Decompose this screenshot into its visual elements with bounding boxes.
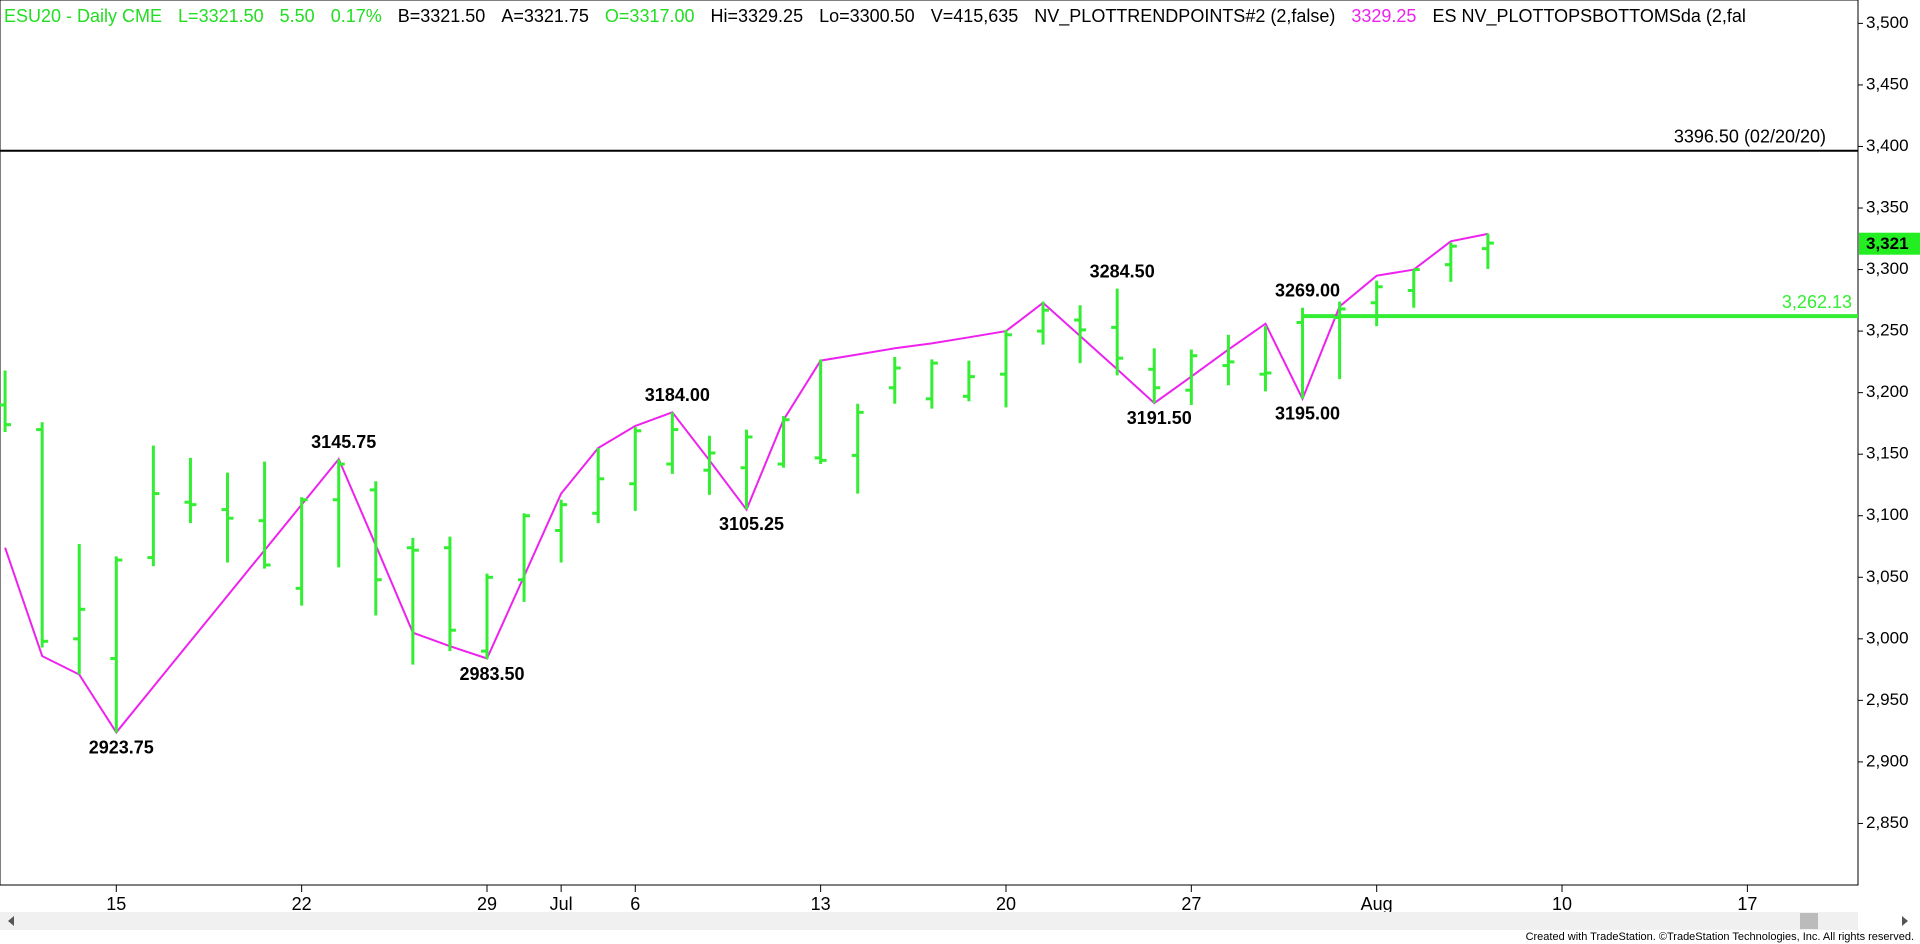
- y-tick-label: 3,350: [1866, 198, 1909, 217]
- x-tick-label: 15: [106, 894, 126, 914]
- y-tick-label: 2,850: [1866, 813, 1909, 832]
- pivot-label: 3269.00: [1275, 280, 1340, 300]
- x-tick-label: 17: [1737, 894, 1757, 914]
- pivot-label: 3191.50: [1127, 408, 1192, 428]
- header-item: Lo=3300.50: [819, 6, 915, 26]
- footer: Created with TradeStation. ©TradeStation…: [1526, 931, 1914, 943]
- plot: ESU20 - Daily CME L=3321.50 5.50 0.17% B=332…: [0, 6, 1858, 757]
- header-item: NV_PLOTTRENDPOINTS#2 (2,false): [1034, 6, 1335, 27]
- pivot-label: 3195.00: [1275, 404, 1340, 424]
- header-item: ESU20 - Daily CME: [4, 6, 162, 26]
- x-tick-label: 29: [477, 894, 497, 914]
- scroll-left[interactable]: [8, 916, 14, 926]
- header-item: A=3321.75: [501, 6, 589, 26]
- x-tick-label: 13: [811, 894, 831, 914]
- y-tick-label: 3,000: [1866, 628, 1909, 647]
- y-tick-label: 3,050: [1866, 567, 1909, 586]
- last-price-label: 3,321: [1866, 234, 1909, 253]
- pivot-label: 3105.25: [719, 514, 784, 534]
- pivot-label: 2983.50: [459, 664, 524, 684]
- y-tick-label: 3,450: [1866, 74, 1909, 93]
- x-tick-label: Aug: [1361, 894, 1393, 914]
- y-tick-label: 3,300: [1866, 259, 1909, 278]
- header-item: Hi=3329.25: [711, 6, 804, 26]
- plot-area: [0, 0, 1859, 886]
- scroll-thumb[interactable]: [1800, 913, 1818, 929]
- y-tick-label: 3,200: [1866, 382, 1909, 401]
- x-tick-label: 27: [1181, 894, 1201, 914]
- y-tick-label: 3,400: [1866, 136, 1909, 155]
- y-tick-label: 2,900: [1866, 751, 1909, 770]
- header: ESU20 - Daily CME L=3321.50 5.50 0.17% B=332…: [4, 6, 1746, 27]
- header-item: 3329.25: [1351, 6, 1416, 26]
- y-tick-label: 3,150: [1866, 444, 1909, 463]
- x-tick-label: Jul: [550, 894, 573, 914]
- x-tick-label: 22: [292, 894, 312, 914]
- pivot-label: 3145.75: [311, 432, 376, 452]
- scroll-right[interactable]: [1902, 916, 1908, 926]
- reference-label: 3,262.13: [1782, 292, 1852, 312]
- header-item: L=3321.50: [178, 6, 264, 26]
- axes: 2,850 2,900 2,950 3,000 3,050 3,100 3,150 3,200…: [106, 13, 1920, 914]
- reference-label: 3396.50 (02/20/20): [1674, 127, 1826, 147]
- header-item: ES NV_PLOTTOPSBOTTOMSda (2,fal: [1432, 6, 1745, 27]
- x-tick-label: 10: [1552, 894, 1572, 914]
- header-item: 0.17%: [331, 6, 382, 26]
- last-price-box: [1859, 232, 1920, 255]
- x-tick-label: 6: [630, 894, 640, 914]
- header-item: 5.50: [280, 6, 315, 26]
- y-tick-label: 3,100: [1866, 505, 1909, 524]
- header-item: O=3317.00: [605, 6, 695, 26]
- y-tick-label: 3,250: [1866, 321, 1909, 340]
- trend-line: [4, 232, 1489, 735]
- pivot-label: 2923.75: [89, 737, 154, 757]
- scrollbar[interactable]: [0, 912, 1858, 930]
- y-tick-label: 3,500: [1866, 13, 1909, 32]
- y-tick-label: 2,950: [1866, 690, 1909, 709]
- pivot-label: 3284.50: [1090, 261, 1155, 281]
- header-item: V=415,635: [931, 6, 1019, 26]
- pivot-label: 3184.00: [645, 385, 710, 405]
- header-item: B=3321.50: [398, 6, 486, 26]
- x-tick-label: 20: [996, 894, 1016, 914]
